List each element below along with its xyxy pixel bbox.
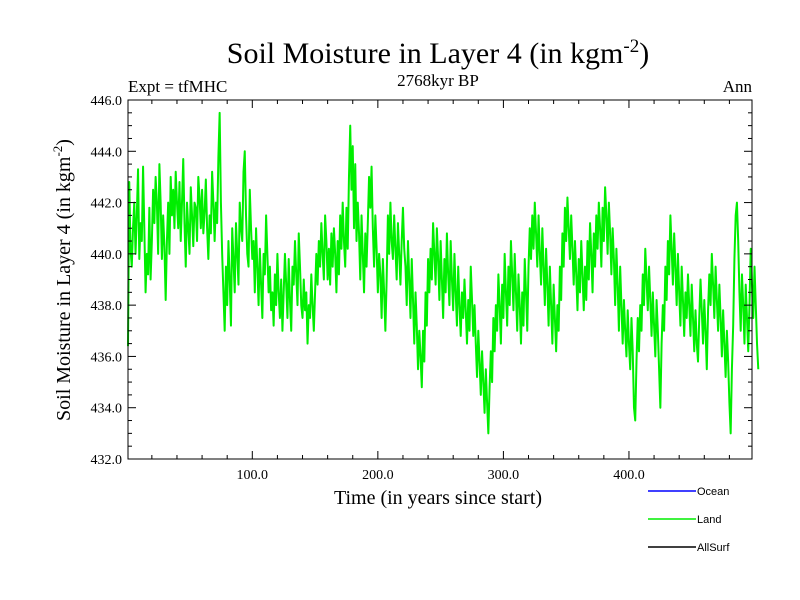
y-tick-label: 438.0 bbox=[91, 299, 123, 314]
experiment-label: Expt = tfMHC bbox=[128, 77, 227, 96]
y-tick-label: 432.0 bbox=[91, 453, 123, 468]
y-tick-label: 434.0 bbox=[91, 402, 123, 417]
series-group bbox=[127, 111, 760, 435]
x-tick-label: 300.0 bbox=[488, 468, 520, 483]
y-tick-label: 440.0 bbox=[91, 248, 123, 263]
y-tick-label: 442.0 bbox=[91, 197, 123, 212]
legend: Ocean Land AllSurf bbox=[648, 486, 730, 554]
x-tick-label: 200.0 bbox=[362, 468, 394, 483]
y-tick-label: 444.0 bbox=[91, 145, 123, 160]
x-axis-label: Time (in years since start) bbox=[334, 487, 542, 509]
x-tick-label: 400.0 bbox=[613, 468, 645, 483]
x-tick-label: 100.0 bbox=[237, 468, 269, 483]
y-axis-label: Soil Moisture in Layer 4 (in kgm-2) bbox=[50, 139, 75, 421]
series-line-land bbox=[127, 111, 760, 435]
legend-label-land: Land bbox=[697, 514, 721, 526]
chart-subtitle: 2768kyr BP bbox=[397, 71, 479, 90]
y-tick-label: 446.0 bbox=[91, 94, 123, 109]
season-label: Ann bbox=[723, 77, 753, 96]
chart-title: Soil Moisture in Layer 4 (in kgm-2) bbox=[227, 36, 649, 70]
legend-label-allsurf: AllSurf bbox=[697, 542, 730, 554]
axis-group: 100.0 200.0 300.0 400.0 432.0 434.0 436.0 438.0… bbox=[91, 94, 753, 483]
legend-label-ocean: Ocean bbox=[697, 486, 729, 498]
y-tick-label: 436.0 bbox=[91, 350, 123, 365]
